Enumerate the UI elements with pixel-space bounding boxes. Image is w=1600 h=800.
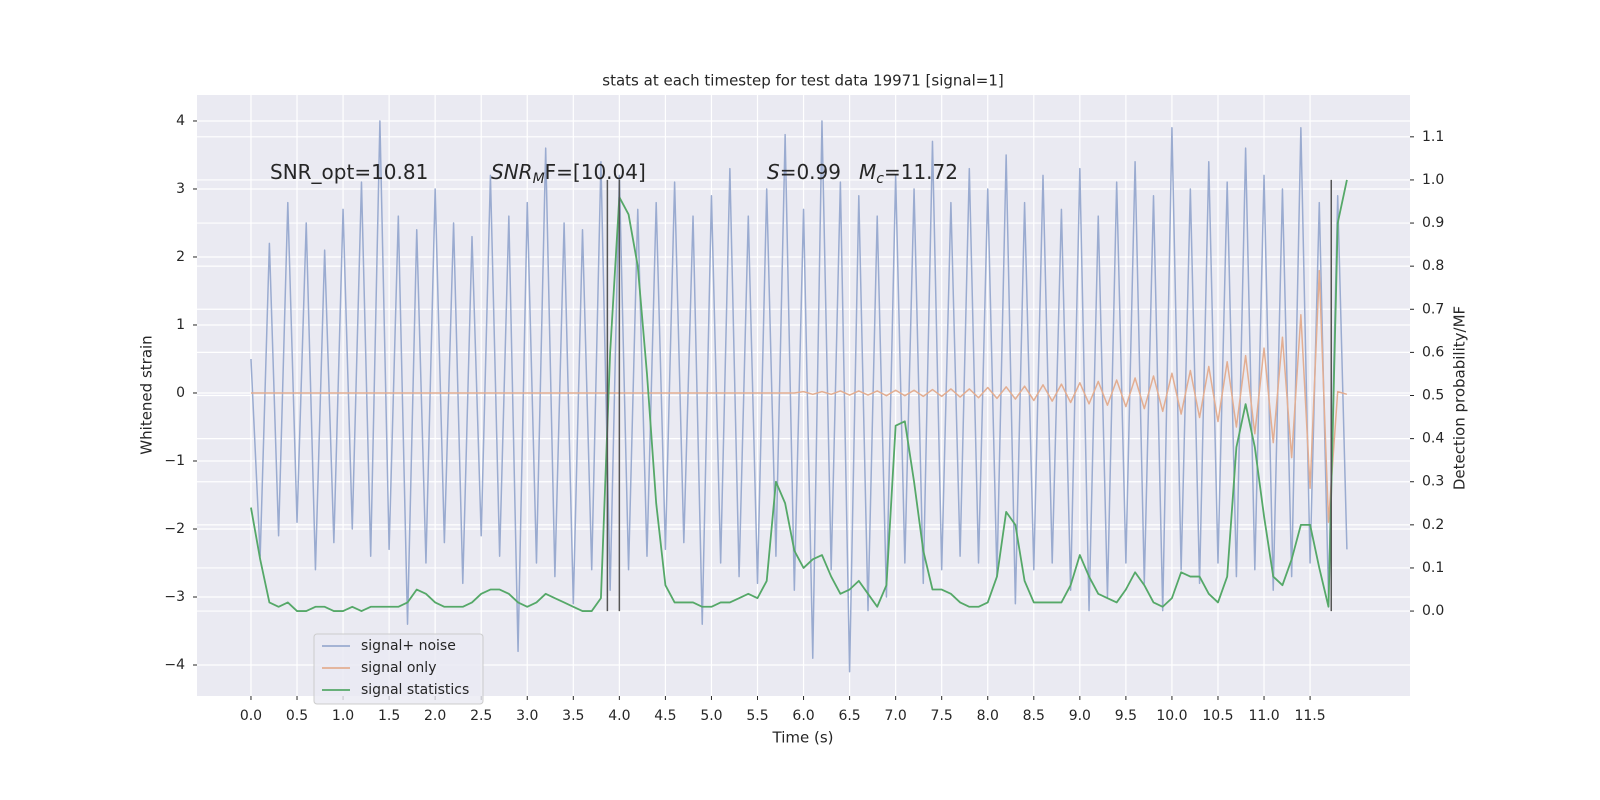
- y2-tick-label: 0.7: [1422, 301, 1444, 317]
- y-tick-label: −1: [164, 453, 185, 469]
- axes: 0.0 0.5 1.0 1.5 2.0 2.5 3.0 3.5 4.0 4.5 5.0 5.5 6.0 6…: [164, 113, 1444, 724]
- series-line: [250, 120, 1348, 673]
- x-tick-label: 11.0: [1248, 708, 1279, 724]
- y2-tick-label: 0.9: [1422, 215, 1444, 231]
- y2-tick-label: 0.3: [1422, 474, 1444, 490]
- x-tick-label: 10.0: [1156, 708, 1187, 724]
- annotation: SNRMF=[10.04]: [491, 160, 646, 188]
- y2-tick-label: 0.2: [1422, 517, 1444, 533]
- annotation: S=0.99: [767, 160, 841, 184]
- y2-tick-label: 0.1: [1422, 560, 1444, 576]
- x-tick-label: 8.0: [977, 708, 999, 724]
- annotation: Mc=11.72: [859, 160, 958, 188]
- y-tick-label: −4: [164, 657, 185, 673]
- annotation-tail: =11.72: [884, 160, 958, 184]
- x-tick-label: 0.5: [286, 708, 308, 724]
- x-tick-label: 6.0: [792, 708, 814, 724]
- annotation-sub: M: [533, 171, 545, 187]
- x-tick-label: 5.5: [746, 708, 768, 724]
- marks: [250, 120, 1348, 673]
- y2-tick-label: 0.0: [1422, 603, 1444, 619]
- annotation-base: M: [859, 160, 876, 184]
- chart-title: stats at each timestep for test data 199…: [602, 72, 1003, 90]
- legend: signal+ noise signal only signal statistic…: [313, 633, 484, 705]
- x-tick-label: 4.0: [608, 708, 630, 724]
- x-tick-label: 5.0: [700, 708, 722, 724]
- legend-label: signal statistics: [361, 682, 469, 698]
- y-tick-label: 3: [176, 181, 185, 197]
- x-tick-label: 2.0: [424, 708, 446, 724]
- x-tick-label: 4.5: [654, 708, 676, 724]
- y2-tick-label: 0.8: [1422, 258, 1444, 274]
- annotation-tail: =0.99: [780, 160, 841, 184]
- y2-tick-label: 0.6: [1422, 344, 1444, 360]
- x-axis-label: Time (s): [772, 729, 834, 747]
- y2-tick-label: 1.1: [1422, 129, 1444, 145]
- x-tick-label: 1.0: [332, 708, 354, 724]
- x-tick-label: 10.5: [1202, 708, 1233, 724]
- x-tick-label: 7.0: [885, 708, 907, 724]
- y2-tick-label: 1.0: [1422, 172, 1444, 188]
- x-tick-label: 9.5: [1115, 708, 1137, 724]
- y-tick-label: −2: [164, 521, 185, 537]
- y2-tick-label: 0.5: [1422, 388, 1444, 404]
- y-tick-label: 4: [176, 113, 185, 129]
- annotation-sub: c: [876, 171, 884, 187]
- series-line: [250, 269, 1348, 523]
- annotation: SNR_opt=10.81: [270, 160, 428, 184]
- y-tick-label: 1: [176, 317, 185, 333]
- annotation-text: SNR_opt=10.81: [270, 160, 428, 184]
- x-tick-label: 9.0: [1069, 708, 1091, 724]
- series-line: [250, 179, 1348, 612]
- annotation-base: S: [767, 160, 780, 184]
- legend-box: [313, 633, 484, 705]
- y-axis-label: Whitened strain: [138, 335, 156, 454]
- x-tick-label: 7.5: [931, 708, 953, 724]
- legend-label: signal+ noise: [361, 638, 456, 654]
- x-tick-label: 6.5: [838, 708, 860, 724]
- x-tick-label: 8.5: [1023, 708, 1045, 724]
- x-tick-label: 1.5: [378, 708, 400, 724]
- y-tick-label: 2: [176, 249, 185, 265]
- y2-tick-label: 0.4: [1422, 431, 1444, 447]
- x-tick-label: 2.5: [470, 708, 492, 724]
- x-tick-label: 11.5: [1294, 708, 1325, 724]
- y-tick-label: 0: [176, 385, 185, 401]
- legend-label: signal only: [361, 660, 436, 676]
- x-tick-label: 3.0: [516, 708, 538, 724]
- annotation-base: SNR: [491, 160, 533, 184]
- x-tick-label: 0.0: [240, 708, 262, 724]
- y-tick-label: −3: [164, 589, 185, 605]
- y2-axis-label: Detection probability/MF: [1451, 306, 1469, 490]
- annotation-tail: F=[10.04]: [545, 160, 646, 184]
- x-tick-label: 3.5: [562, 708, 584, 724]
